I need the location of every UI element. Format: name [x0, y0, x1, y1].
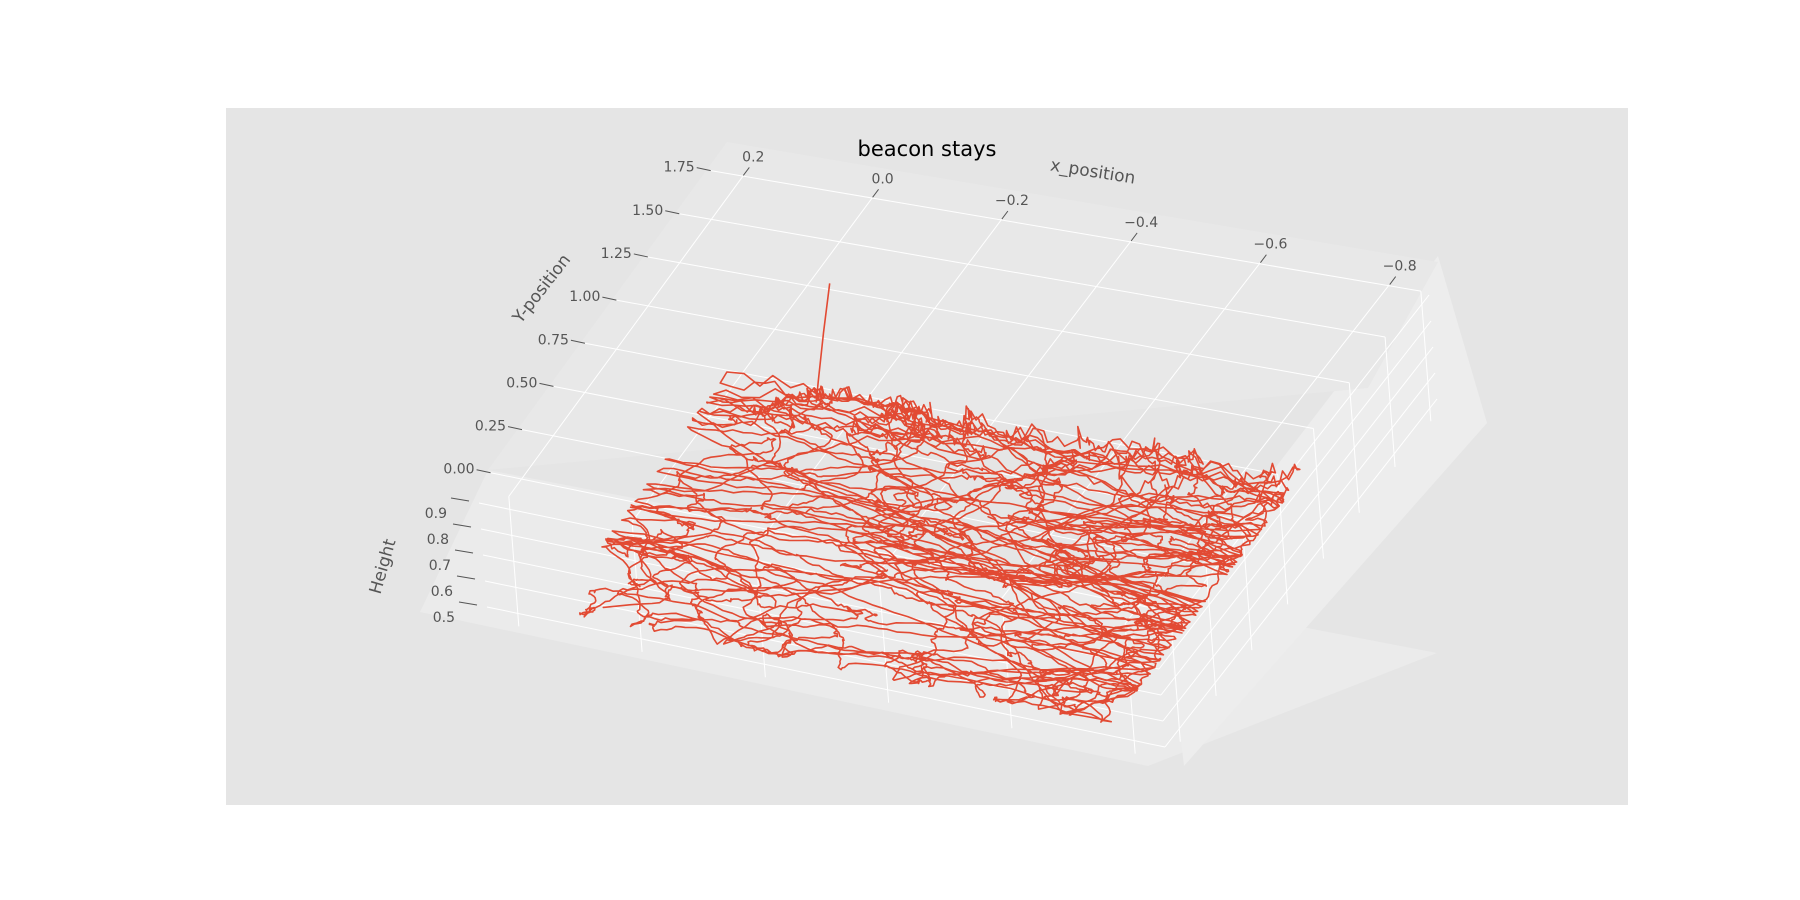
y-tick-label-6: 1.50: [632, 203, 663, 219]
y-tick-mark-4: [602, 296, 617, 301]
trajectory-spike: [815, 283, 831, 403]
grid-line-yz-1: [1162, 372, 1436, 722]
grid-line-yzv-2: [1241, 520, 1253, 651]
z-tick-mark-2: [454, 549, 474, 554]
grid-line-x-1: [631, 188, 879, 523]
grid-line-xz-3: [878, 572, 890, 703]
x-tick-mark-5: [1389, 276, 1397, 285]
y-tick-label-7: 1.75: [664, 160, 695, 176]
x-tick-label-4: −0.6: [1253, 237, 1287, 253]
grid-line-z-3: [480, 528, 1160, 670]
y-tick-label-5: 1.25: [601, 246, 632, 262]
grid-line-x-0: [508, 167, 750, 497]
grid-line-z-1: [484, 580, 1164, 722]
y-tick-label-0: 0.00: [443, 462, 474, 478]
grid-line-y-4: [616, 299, 1314, 430]
y-tick-mark-7: [696, 167, 711, 172]
x-axis-ticks: 0.2 0.0 −0.2 −0.4 −0.6 −0.8: [742, 149, 1417, 285]
trajectory-line: [579, 371, 1301, 723]
grid-line-yzv-3: [1277, 474, 1289, 605]
grid-line-y-6: [679, 213, 1386, 338]
x-tick-label-5: −0.8: [1383, 259, 1417, 275]
y-axis-ticks: 0.00 0.25 0.50 0.75 1.00 1.25 1.50 1.75: [443, 160, 711, 478]
z-tick-label-3: 0.8: [427, 532, 449, 548]
x-tick-label-1: 0.0: [871, 171, 893, 187]
grid-line-z-0: [486, 606, 1166, 748]
y-tick-label-2: 0.50: [506, 375, 537, 391]
x-tick-mark-2: [1001, 210, 1009, 220]
grid-line-yz-3: [1158, 320, 1432, 670]
grid-line-y-7: [710, 170, 1421, 292]
x-tick-mark-3: [1130, 232, 1138, 242]
grid-line-yzv-4: [1312, 428, 1324, 559]
grid-line-yz-2: [1160, 346, 1434, 696]
grid-line-yzv-5: [1348, 382, 1360, 513]
y-tick-label-4: 1.00: [569, 289, 600, 305]
grid-line-x-2: [754, 210, 1009, 548]
x-tick-mark-1: [872, 188, 879, 198]
x-tick-mark-0: [742, 167, 750, 176]
grid-line-xz-4: [1001, 598, 1013, 729]
z-tick-label-4: 0.9: [425, 506, 447, 522]
z-tick-label-1: 0.6: [431, 584, 453, 600]
grid-line-yzv-1: [1205, 565, 1217, 696]
y-tick-mark-5: [633, 253, 648, 258]
z-tick-label-0: 0.5: [433, 610, 455, 626]
z-tick-label-2: 0.7: [429, 558, 451, 574]
grid-line-yzv-0: [1169, 611, 1181, 742]
z-axis-ticks: 0.5 0.6 0.7 0.8 0.9: [425, 497, 478, 626]
z-tick-mark-0: [458, 601, 478, 606]
grid-line-xz-0: [508, 496, 520, 627]
grid-line-yzv-7: [1420, 291, 1432, 422]
y-tick-label-1: 0.25: [475, 419, 506, 435]
grid-line-y-5: [647, 256, 1350, 384]
x-tick-mark-4: [1260, 254, 1267, 264]
y-tick-mark-6: [665, 210, 680, 215]
x-tick-label-3: −0.4: [1124, 215, 1158, 231]
y-tick-mark-2: [539, 382, 554, 387]
y-tick-mark-3: [570, 339, 586, 344]
x-tick-label-0: 0.2: [742, 149, 764, 165]
x-tick-label-2: −0.2: [995, 193, 1029, 209]
y-tick-mark-1: [507, 426, 523, 431]
grid-line-x-3: [878, 232, 1138, 574]
back-pane-xy: [488, 142, 1438, 470]
z-tick-mark-4: [450, 497, 470, 502]
grid-line-yzv-6: [1384, 336, 1396, 467]
back-pane-xz: [1166, 256, 1487, 766]
z-tick-mark-3: [452, 523, 472, 528]
y-tick-label-3: 0.75: [538, 332, 569, 348]
grid-line-yz-0: [1164, 398, 1438, 748]
z-tick-mark-1: [456, 575, 476, 580]
y-tick-mark-0: [476, 469, 491, 474]
trajectory-series: [579, 283, 1301, 723]
chart-title: beacon stays: [858, 137, 997, 161]
